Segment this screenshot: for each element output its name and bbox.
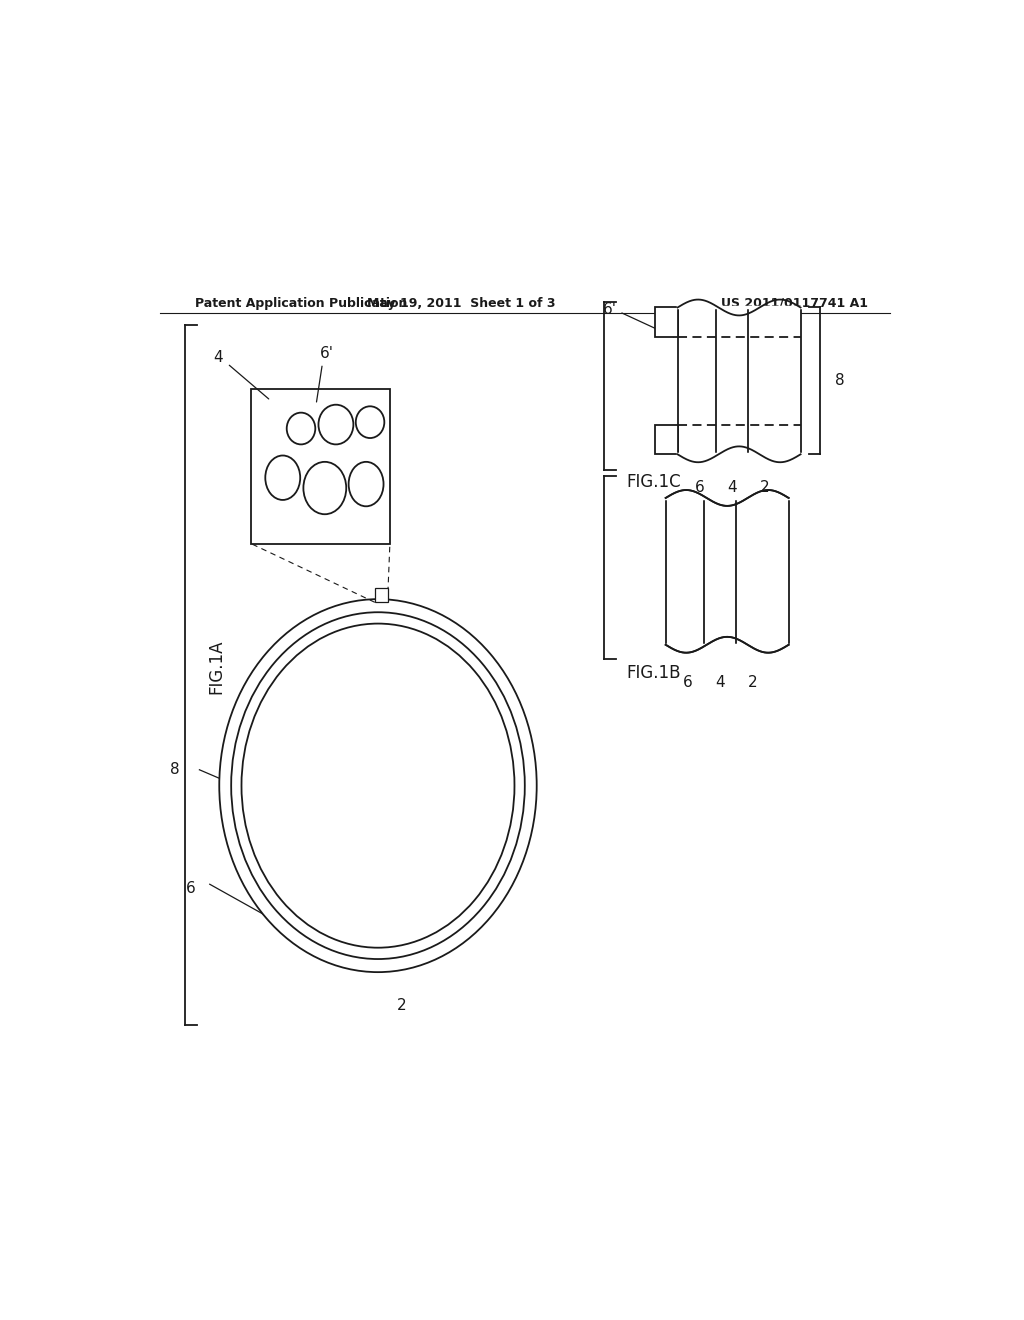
Text: 8: 8 [170, 762, 179, 777]
Text: 2: 2 [760, 480, 770, 495]
Text: 6: 6 [683, 676, 692, 690]
Text: May 19, 2011  Sheet 1 of 3: May 19, 2011 Sheet 1 of 3 [367, 297, 556, 310]
Ellipse shape [265, 455, 300, 500]
Ellipse shape [318, 405, 353, 445]
Text: FIG.1B: FIG.1B [627, 664, 681, 682]
Bar [655, 425, 678, 454]
Ellipse shape [242, 623, 514, 948]
Ellipse shape [355, 407, 384, 438]
Text: 6': 6' [319, 346, 334, 360]
Text: 2: 2 [397, 998, 407, 1012]
Bar [251, 389, 390, 544]
Text: FIG.1C: FIG.1C [627, 474, 681, 491]
Ellipse shape [303, 462, 346, 515]
Bar [666, 498, 788, 644]
Text: 4: 4 [213, 350, 222, 364]
Text: FIG.1A: FIG.1A [207, 639, 225, 694]
Ellipse shape [287, 413, 315, 445]
Text: 6: 6 [695, 480, 705, 495]
Text: US 2011/0117741 A1: US 2011/0117741 A1 [721, 297, 868, 310]
Bar [678, 308, 801, 454]
Text: 6: 6 [185, 880, 196, 896]
Text: 2: 2 [749, 676, 758, 690]
Text: Patent Application Publication: Patent Application Publication [196, 297, 408, 310]
Ellipse shape [219, 599, 537, 972]
Text: 4: 4 [727, 480, 736, 495]
Bar [655, 308, 678, 337]
Ellipse shape [231, 612, 525, 960]
Text: 6': 6' [603, 301, 617, 317]
Text: 4: 4 [715, 676, 725, 690]
Text: 8: 8 [835, 374, 845, 388]
Ellipse shape [348, 462, 384, 507]
Bar [375, 589, 387, 602]
